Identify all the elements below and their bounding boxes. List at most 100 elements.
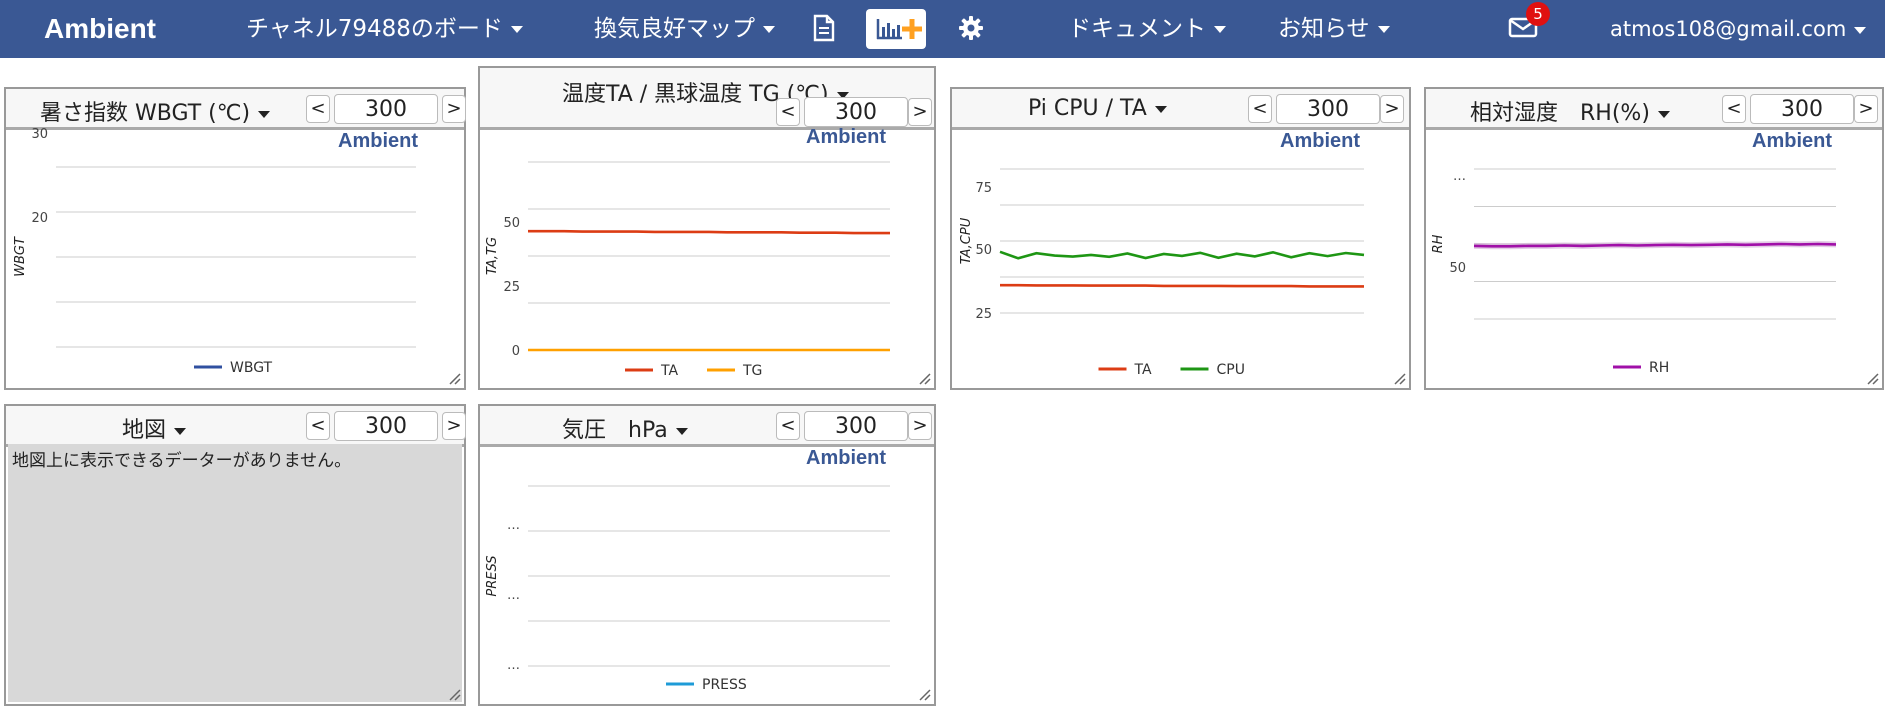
ambient-watermark: Ambient — [1280, 130, 1360, 152]
resize-handle-icon[interactable] — [449, 373, 461, 385]
chevron-down-icon — [1214, 26, 1226, 33]
chart-svg: Ambient 50 25 0 TA,TG TA TG — [485, 126, 931, 385]
prev-range-button[interactable]: < — [776, 98, 800, 126]
panel-title: 地図 — [122, 418, 167, 443]
chart-panel: 気圧 hPa <300 > Ambient … … … PRESS PRESS — [478, 404, 936, 706]
panel-title-menu[interactable]: 暑さ指数 WBGT (℃) — [40, 95, 271, 127]
chevron-down-icon — [1154, 105, 1167, 113]
resize-handle-icon[interactable] — [1394, 373, 1406, 385]
chart-svg: Ambient … … … PRESS PRESS — [485, 447, 931, 701]
panel-header: 相対湿度 RH(%) <300 > — [1426, 89, 1882, 130]
news-menu[interactable]: お知らせ — [1278, 0, 1390, 58]
mail-count-badge: 5 — [1526, 2, 1550, 26]
resize-handle-icon[interactable] — [1867, 373, 1879, 385]
chevron-down-icon — [836, 91, 849, 99]
y-tick-label: 20 — [31, 211, 48, 226]
panel-header: 地図 <300 > — [6, 406, 466, 447]
prev-range-button[interactable]: < — [1248, 95, 1272, 123]
legend-label: CPU — [1217, 362, 1245, 378]
board-menu[interactable]: チャネル79488のボード — [246, 0, 523, 58]
range-input[interactable]: 300 — [334, 411, 438, 441]
chevron-down-icon — [675, 427, 688, 435]
panel-header: 温度TA / 黒球温度 TG (℃) <300 > — [480, 68, 934, 130]
view-menu-label: 換気良好マップ — [594, 16, 755, 42]
y-axis-label: TA,TG — [485, 237, 500, 275]
ambient-watermark: Ambient — [806, 447, 886, 469]
y-tick-label: 50 — [1449, 261, 1466, 276]
y-axis-label: WBGT — [13, 236, 28, 277]
series-line-ta — [1000, 283, 1364, 288]
next-range-button[interactable]: > — [1380, 95, 1404, 123]
view-menu[interactable]: 換気良好マップ — [594, 0, 775, 58]
next-range-button[interactable]: > — [442, 95, 466, 123]
range-input[interactable]: 300 — [334, 94, 438, 124]
user-menu[interactable]: atmos108@gmail.com — [1610, 0, 1867, 58]
series-line-ta — [528, 229, 890, 235]
chart-panel: Pi CPU / TA <300 > Ambient 75 50 25 TA,CPU TA CPU — [950, 87, 1411, 390]
y-tick-label: 25 — [503, 280, 520, 295]
panel-title: Pi CPU / TA — [1028, 96, 1147, 121]
panel-title-menu[interactable]: 地図 — [122, 412, 187, 444]
y-axis-label: TA,CPU — [959, 217, 974, 264]
resize-handle-icon[interactable] — [919, 689, 931, 701]
next-range-button[interactable]: > — [908, 98, 932, 126]
map-area[interactable]: 地図上に表示できるデーターがありません。 — [8, 444, 462, 702]
ambient-watermark: Ambient — [806, 126, 886, 148]
chevron-down-icon — [1377, 26, 1390, 33]
panel-title-menu[interactable]: 相対湿度 RH(%) — [1470, 95, 1670, 127]
chevron-down-icon — [174, 427, 187, 435]
docs-menu-label: ドキュメント — [1068, 16, 1206, 42]
y-axis-label: PRESS — [485, 555, 500, 596]
document-icon[interactable] — [812, 14, 836, 42]
legend-label: TG — [742, 363, 762, 379]
panel-header: 気圧 hPa <300 > — [480, 406, 934, 447]
chart-svg: Ambient 75 50 25 TA,CPU TA CPU — [959, 130, 1406, 385]
docs-menu[interactable]: ドキュメント — [1068, 0, 1226, 58]
next-range-button[interactable]: > — [908, 412, 932, 440]
range-input[interactable]: 300 — [804, 411, 908, 441]
resize-handle-icon[interactable] — [919, 373, 931, 385]
y-tick-label: 50 — [975, 243, 992, 258]
y-tick-label: 0 — [512, 344, 520, 359]
y-axis-label: RH — [1431, 234, 1446, 253]
chart-panel: 温度TA / 黒球温度 TG (℃) <300 > Ambient 50 25 0 TA,TG… — [478, 66, 936, 390]
range-input[interactable]: 300 — [1750, 94, 1854, 124]
next-range-button[interactable]: > — [442, 412, 466, 440]
add-chart-icon[interactable] — [866, 9, 926, 49]
y-tick-label: … — [1453, 169, 1466, 184]
y-tick-label: … — [507, 658, 520, 673]
chart-panel: 相対湿度 RH(%) <300 > Ambient… 50 RH RH — [1424, 87, 1884, 390]
legend-label: TA — [660, 363, 678, 379]
y-tick-label: 25 — [975, 307, 992, 322]
prev-range-button[interactable]: < — [306, 95, 330, 123]
map-empty-message: 地図上に表示できるデーターがありません。 — [12, 451, 352, 471]
panel-header: Pi CPU / TA <300 > — [952, 89, 1409, 130]
panel-header: 暑さ指数 WBGT (℃) <300 > — [6, 89, 466, 130]
panel-title-menu[interactable]: Pi CPU / TA — [1028, 96, 1167, 121]
chart-panel: 暑さ指数 WBGT (℃) <300 > Ambient 30 20 WBGT WBGT — [4, 87, 466, 390]
top-navbar: Ambient チャネル79488のボード 換気良好マップ ドキュメント お知ら… — [0, 0, 1885, 58]
legend-label: TA — [1134, 362, 1152, 378]
range-input[interactable]: 300 — [804, 97, 908, 127]
prev-range-button[interactable]: < — [1722, 95, 1746, 123]
chevron-down-icon — [1657, 110, 1670, 118]
chart-panel: 地図 <300 > 地図上に表示できるデーターがありません。 — [4, 404, 466, 706]
y-tick-label: 30 — [31, 127, 48, 142]
board-menu-label: チャネル79488のボード — [246, 16, 503, 42]
prev-range-button[interactable]: < — [306, 412, 330, 440]
gear-icon[interactable] — [958, 15, 984, 41]
prev-range-button[interactable]: < — [776, 412, 800, 440]
brand-logo[interactable]: Ambient — [44, 13, 156, 44]
ambient-watermark: Ambient — [338, 130, 418, 152]
y-tick-label: 50 — [503, 216, 520, 231]
legend-label: RH — [1649, 360, 1669, 376]
user-email: atmos108@gmail.com — [1610, 17, 1847, 41]
next-range-button[interactable]: > — [1854, 95, 1878, 123]
series-line-rh — [1473, 242, 1837, 248]
panel-title: 相対湿度 RH(%) — [1470, 101, 1650, 126]
panel-title-menu[interactable]: 気圧 hPa — [562, 412, 688, 444]
range-input[interactable]: 300 — [1276, 94, 1380, 124]
chevron-down-icon — [1854, 26, 1867, 34]
panel-title: 気圧 hPa — [562, 418, 668, 443]
